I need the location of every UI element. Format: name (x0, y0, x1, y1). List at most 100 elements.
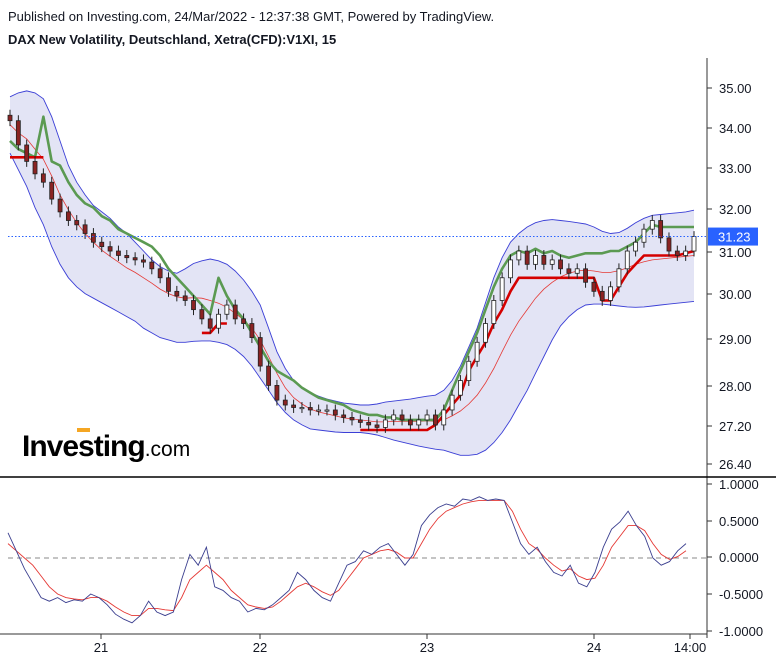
published-caption: Published on Investing.com, 24/Mar/2022 … (8, 9, 495, 24)
candle (441, 404, 447, 431)
candle-body (116, 250, 121, 256)
candle-body (641, 228, 647, 243)
candle (266, 360, 271, 391)
candle (508, 254, 513, 284)
candle-body (91, 233, 96, 243)
candle-body (516, 250, 522, 261)
candle (191, 295, 196, 316)
candle (65, 206, 71, 226)
candle-body (274, 385, 280, 401)
candle (491, 295, 497, 329)
candle-body (132, 257, 138, 261)
candle-body (232, 304, 238, 320)
candle-body (65, 211, 71, 221)
candle-body (566, 268, 572, 274)
candle (674, 245, 680, 261)
candle (332, 404, 338, 421)
candle (57, 193, 63, 218)
bollinger-lower-line (9, 152, 695, 456)
investing-logo: Investing.com (22, 428, 190, 464)
candle-body (241, 318, 246, 324)
candle (599, 285, 605, 306)
candle (558, 254, 563, 275)
candle-body (466, 360, 472, 381)
candle-body (616, 268, 622, 288)
candle-body (649, 220, 655, 230)
candle (566, 263, 572, 279)
candle (166, 272, 171, 297)
candle-body (324, 409, 330, 412)
price-tick-label: 27.20 (719, 419, 752, 434)
candle (458, 375, 463, 401)
time-tick-label: 21 (94, 640, 108, 655)
candle-body (282, 399, 288, 406)
candle (424, 409, 430, 426)
candle (141, 254, 146, 268)
price-tick-label: 31.00 (719, 245, 752, 260)
candle-body (407, 419, 413, 426)
candle (658, 215, 664, 244)
candle-body (7, 114, 13, 122)
candle-body (441, 409, 447, 426)
candle-body (216, 313, 221, 329)
chart-title: DAX New Volatility, Deutschland, Xetra(C… (8, 32, 337, 47)
candle (99, 236, 105, 253)
candle (666, 232, 672, 257)
candle-body (624, 250, 630, 270)
candle (583, 263, 588, 288)
price-tick-label: 33.00 (719, 161, 752, 176)
candle (541, 250, 547, 270)
candle (533, 250, 538, 270)
candle (466, 355, 472, 387)
candle-body (416, 419, 422, 426)
candle (174, 285, 180, 302)
candle-body (458, 380, 463, 396)
candle (416, 414, 422, 431)
candle (274, 379, 280, 406)
indicator-lines (9, 115, 695, 432)
candle-body (182, 295, 188, 301)
candle-body (224, 304, 230, 315)
candle-body (574, 268, 580, 274)
candle-body (174, 290, 180, 297)
price-tick-label: 32.00 (719, 202, 752, 217)
oscillator-tick-label: -0.5000 (719, 587, 763, 602)
candle-body (658, 220, 664, 239)
candle-body (199, 309, 205, 320)
candle-body (691, 236, 697, 252)
time-tick-label: 22 (253, 640, 267, 655)
candle-body (40, 173, 46, 183)
candle (116, 245, 121, 261)
candle-body (316, 409, 322, 412)
oscillator-tick-label: 0.0000 (719, 550, 759, 565)
candle (241, 313, 246, 329)
candle (24, 139, 30, 167)
candle (91, 228, 96, 248)
candle (107, 241, 113, 257)
candle-body (299, 407, 305, 410)
candle-body (291, 404, 297, 408)
candle (433, 409, 438, 431)
candle (499, 272, 505, 306)
price-tick-label: 26.40 (719, 457, 752, 472)
time-tick-label: 24 (587, 640, 601, 655)
candle-body (499, 277, 505, 301)
candle-body (449, 394, 455, 411)
candle (474, 336, 480, 367)
candle (449, 389, 455, 416)
candlesticks (7, 109, 697, 433)
candle-body (483, 323, 488, 343)
candle-body (474, 341, 480, 362)
candle-body (32, 160, 38, 175)
candle (316, 404, 322, 416)
candle (524, 245, 530, 270)
candle (124, 250, 130, 264)
candle (483, 318, 488, 348)
candle (366, 416, 372, 431)
candle (207, 313, 213, 334)
candle (132, 252, 138, 266)
candle-body (82, 224, 88, 234)
candle-body (349, 417, 355, 421)
candle (624, 245, 630, 275)
